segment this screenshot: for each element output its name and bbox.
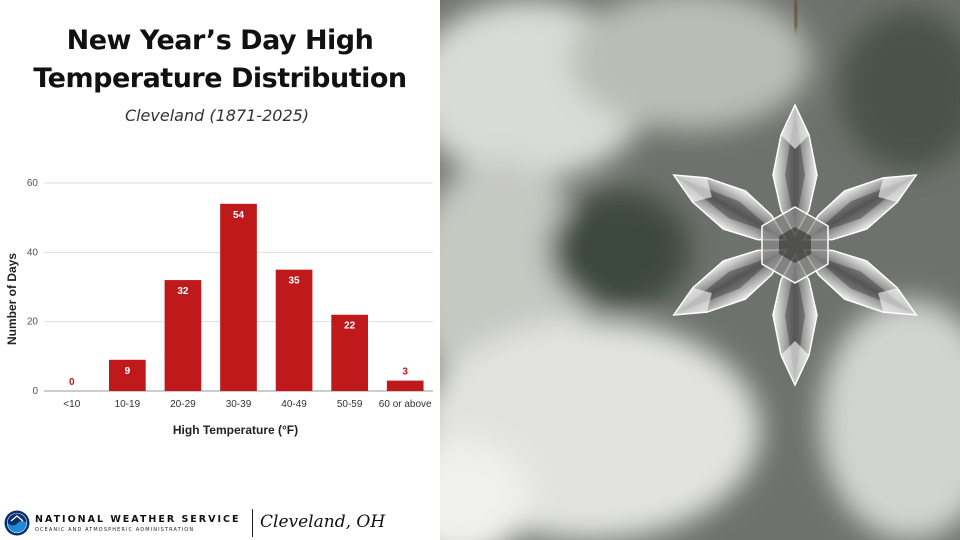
y-tick-label: 40	[27, 247, 39, 258]
y-tick-label: 20	[27, 317, 39, 328]
bar	[164, 280, 202, 391]
x-tick-label: 30-39	[226, 399, 252, 410]
x-tick-label: 10-19	[115, 399, 141, 410]
x-tick-label: 40-49	[281, 399, 307, 410]
bar-value-label: 22	[344, 321, 356, 332]
snowflake-ornament-photo	[440, 0, 960, 540]
chart-title: New Year’s Day High Temperature Distribu…	[0, 22, 440, 98]
title-line-1: New Year’s Day High	[66, 25, 374, 56]
bar	[220, 203, 257, 391]
x-tick-label: 20-29	[170, 399, 196, 410]
bar-value-label: 9	[125, 366, 131, 377]
bar-value-label: 3	[402, 367, 408, 378]
x-tick-label: 50-59	[337, 399, 363, 410]
agency-name: NATIONAL WEATHER SERVICE	[35, 514, 241, 525]
y-tick-label: 0	[32, 386, 38, 397]
bar	[386, 380, 424, 391]
chart-subtitle: Cleveland (1871-2025)	[124, 106, 310, 125]
bar-value-label: 32	[177, 286, 189, 297]
y-axis-title: Number of Days	[5, 253, 19, 345]
office-name: Cleveland, OH	[260, 512, 386, 532]
x-tick-label: <10	[63, 399, 80, 410]
bar	[275, 269, 313, 391]
x-axis-title: High Temperature (°F)	[173, 423, 298, 437]
bar	[109, 359, 146, 391]
x-tick-label: 60 or above	[379, 399, 432, 410]
agency-subtitle: OCEANIC AND ATMOSPHERIC ADMINISTRATION	[35, 527, 195, 533]
title-line-2: Temperature Distribution	[33, 63, 407, 94]
noaa-logo-icon	[4, 510, 30, 536]
footer-divider	[252, 509, 253, 537]
bar	[331, 314, 368, 391]
bar-chart: 0 20 40 60 0 <10 9 10-19 32 20-29 54 30-39 35 40-49 22…	[5, 178, 433, 437]
bar-value-label: 35	[289, 276, 301, 287]
bar-value-label: 0	[69, 377, 75, 388]
left-panel: New Year’s Day High Temperature Distribu…	[0, 0, 440, 540]
y-tick-label: 60	[27, 178, 39, 189]
footer: NATIONAL WEATHER SERVICE OCEANIC AND ATM…	[0, 500, 440, 540]
bar-value-label: 54	[233, 210, 245, 221]
